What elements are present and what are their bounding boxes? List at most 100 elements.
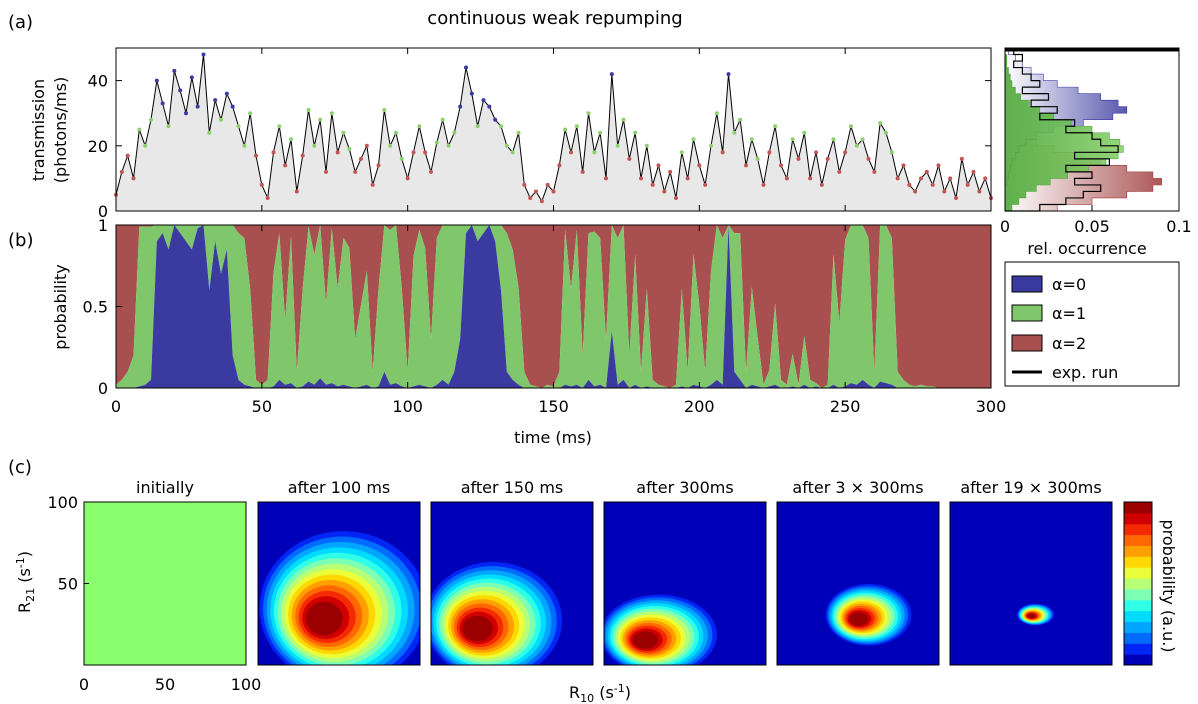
panel-a-inset: 0 0.05 0.1 rel. occurrence	[1000, 47, 1192, 258]
xtick-label: 100	[392, 397, 423, 416]
panel-a-ylabel-2: (photons/ms)	[51, 77, 70, 183]
histogram-exp-run	[1005, 48, 1119, 212]
transmission-point	[201, 52, 206, 57]
ytick-label: 0	[98, 379, 108, 398]
probability-alpha1	[116, 225, 991, 388]
heatmap-contour	[1027, 613, 1036, 619]
heatmap-contour	[462, 615, 493, 642]
colorbar-segment	[1124, 621, 1152, 633]
colorbar-segment	[1124, 523, 1152, 536]
transmission-point	[598, 130, 603, 135]
transmission-point	[866, 156, 871, 161]
xtick-label: 150	[538, 397, 569, 416]
panel-b-ylabel: probability	[51, 264, 70, 349]
probability-alpha2	[116, 225, 991, 388]
transmission-point	[312, 143, 317, 148]
panel-b: 00.51 0 50 100 150 200 250 300 probability tim…	[51, 216, 1006, 447]
transmission-point	[335, 150, 340, 155]
transmission-point	[195, 104, 200, 109]
colorbar-segment	[1124, 502, 1152, 514]
transmission-point	[889, 150, 894, 155]
panel-b-xticks: 0 50 100 150 200 250 300	[111, 225, 1006, 416]
heatmap-title: after 100 ms	[288, 478, 390, 497]
legend-swatch-alpha0	[1011, 275, 1043, 293]
transmission-point	[709, 143, 713, 148]
transmission-point	[819, 182, 824, 187]
transmission-point	[948, 176, 953, 181]
transmission-point	[499, 124, 503, 129]
transmission-point	[394, 130, 398, 135]
transmission-point	[213, 98, 218, 103]
transmission-point	[254, 153, 258, 158]
transmission-point	[767, 150, 772, 155]
transmission-point	[843, 150, 848, 155]
transmission-point	[604, 176, 608, 181]
panel-a-yticks: 0 20 40	[88, 72, 991, 221]
colorbar-segment	[1124, 599, 1152, 612]
transmission-point	[633, 130, 638, 135]
legend: α=0 α=1 α=2 exp. run	[1004, 261, 1180, 387]
transmission-point	[207, 130, 212, 135]
transmission-point	[849, 124, 853, 129]
transmission-point	[277, 124, 282, 129]
transmission-point	[644, 143, 649, 148]
transmission-point	[749, 137, 754, 142]
transmission-point	[790, 137, 795, 142]
transmission-point	[487, 104, 492, 109]
transmission-point	[294, 189, 299, 194]
transmission-point	[522, 182, 527, 187]
heatmap-frame	[430, 501, 594, 666]
transmission-point	[353, 169, 358, 174]
transmission-point	[458, 104, 463, 109]
probability-plot	[116, 225, 991, 388]
histogram-xtick-label: 0	[1000, 217, 1010, 236]
heatmap-title: initially	[136, 478, 194, 497]
transmission-point	[119, 169, 124, 174]
transmission-point	[137, 127, 142, 132]
transmission-point	[149, 117, 153, 122]
transmission-point	[382, 107, 387, 112]
transmission-point	[359, 156, 363, 161]
transmission-point	[878, 120, 883, 125]
transmission-point	[452, 130, 457, 135]
transmission-point	[388, 143, 393, 148]
transmission-point	[493, 117, 498, 122]
transmission-point	[779, 163, 783, 168]
legend-swatch-alpha2	[1011, 334, 1043, 352]
heatmap-panel: after 3 × 300ms	[776, 478, 940, 666]
heatmap-frame	[949, 501, 1113, 666]
heatmap-contour	[305, 601, 343, 636]
transmission-point	[627, 156, 632, 161]
transmission-point	[662, 189, 667, 194]
heatmap-title: after 3 × 300ms	[792, 478, 923, 497]
transmission-point	[318, 117, 323, 122]
heatmap-panel: initially	[83, 478, 247, 666]
transmission-point	[429, 169, 433, 174]
transmission-point	[399, 156, 404, 161]
transmission-point	[475, 124, 480, 129]
legend-swatch-alpha1	[1011, 304, 1043, 322]
transmission-point	[446, 143, 451, 148]
transmission-point	[259, 182, 264, 187]
panel-b-xlabel: time (ms)	[514, 428, 592, 447]
transmission-point	[510, 150, 515, 155]
transmission-point	[965, 182, 970, 187]
ytick-label: 40	[88, 72, 108, 91]
ytick-label: 20	[88, 137, 108, 156]
transmission-point	[417, 124, 422, 129]
transmission-point	[872, 169, 877, 174]
transmission-point	[219, 117, 223, 122]
ytick-label: 0.5	[83, 298, 108, 317]
heatmap-axes: 0 50 100 50 100	[47, 493, 261, 694]
transmission-point	[411, 150, 416, 155]
legend-label-alpha0: α=0	[1052, 275, 1086, 294]
transmission-point	[732, 130, 737, 135]
ytick-label: 1	[98, 216, 108, 235]
transmission-point	[796, 156, 801, 161]
transmission-point	[189, 75, 194, 80]
transmission-point	[580, 169, 585, 174]
transmission-point	[685, 176, 690, 181]
transmission-point	[551, 189, 556, 194]
transmission-point	[703, 182, 708, 187]
transmission-point	[516, 130, 521, 135]
